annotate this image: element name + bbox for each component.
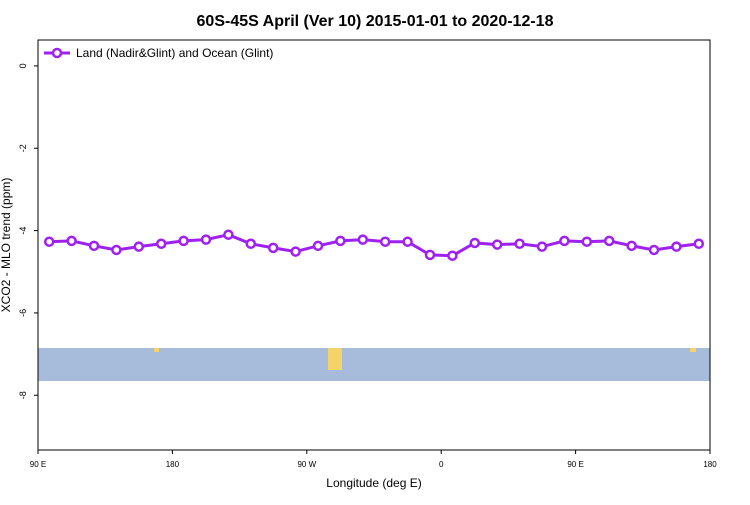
y-tick-label: -8 <box>18 391 28 399</box>
point <box>66 235 77 247</box>
point <box>671 241 682 252</box>
x-tick-label: 0 <box>439 460 444 469</box>
point <box>133 241 145 252</box>
point <box>178 235 189 247</box>
point <box>357 234 369 245</box>
legend-marker <box>51 47 63 59</box>
chart-title: 60S-45S April (Ver 10) 2015-01-01 to 202… <box>197 13 554 30</box>
point <box>626 240 637 252</box>
point <box>223 229 234 240</box>
point <box>200 234 212 245</box>
land-patch <box>328 348 342 370</box>
point <box>514 238 525 250</box>
point <box>648 244 660 256</box>
y-axis-label: XCO2 - MLO trend (ppm) <box>0 178 13 313</box>
plot-frame <box>37 39 711 451</box>
x-axis-label: Longitude (deg E) <box>326 476 421 490</box>
x-tick-label: 90 E <box>567 460 583 469</box>
map-band <box>38 348 710 381</box>
land-patch <box>154 348 159 352</box>
x-tick-label: 180 <box>166 460 180 469</box>
land-patch <box>690 348 696 352</box>
point <box>469 237 481 249</box>
point <box>43 236 55 247</box>
series-line <box>49 233 699 258</box>
point <box>536 241 548 252</box>
point <box>693 238 705 250</box>
point <box>379 236 391 247</box>
point <box>335 235 346 247</box>
point <box>88 240 100 252</box>
point <box>155 238 167 250</box>
point <box>491 239 503 250</box>
y-tick-label: -4 <box>18 227 28 235</box>
point <box>267 242 279 254</box>
point <box>312 240 324 252</box>
point <box>603 235 615 247</box>
point <box>402 236 413 247</box>
y-tick-label: -6 <box>18 309 28 317</box>
point <box>245 238 257 250</box>
point <box>559 235 570 247</box>
x-tick-label: 90 E <box>30 460 46 469</box>
legend-label: Land (Nadir&Glint) and Ocean (Glint) <box>76 46 273 60</box>
x-tick-label: 180 <box>703 460 717 469</box>
point <box>290 246 301 257</box>
y-tick-label: 0 <box>18 63 28 68</box>
y-tick-label: -2 <box>18 144 28 152</box>
x-tick-label: 90 W <box>297 460 316 469</box>
point <box>447 250 458 261</box>
point <box>581 236 593 247</box>
point <box>424 249 436 261</box>
point <box>111 244 122 256</box>
